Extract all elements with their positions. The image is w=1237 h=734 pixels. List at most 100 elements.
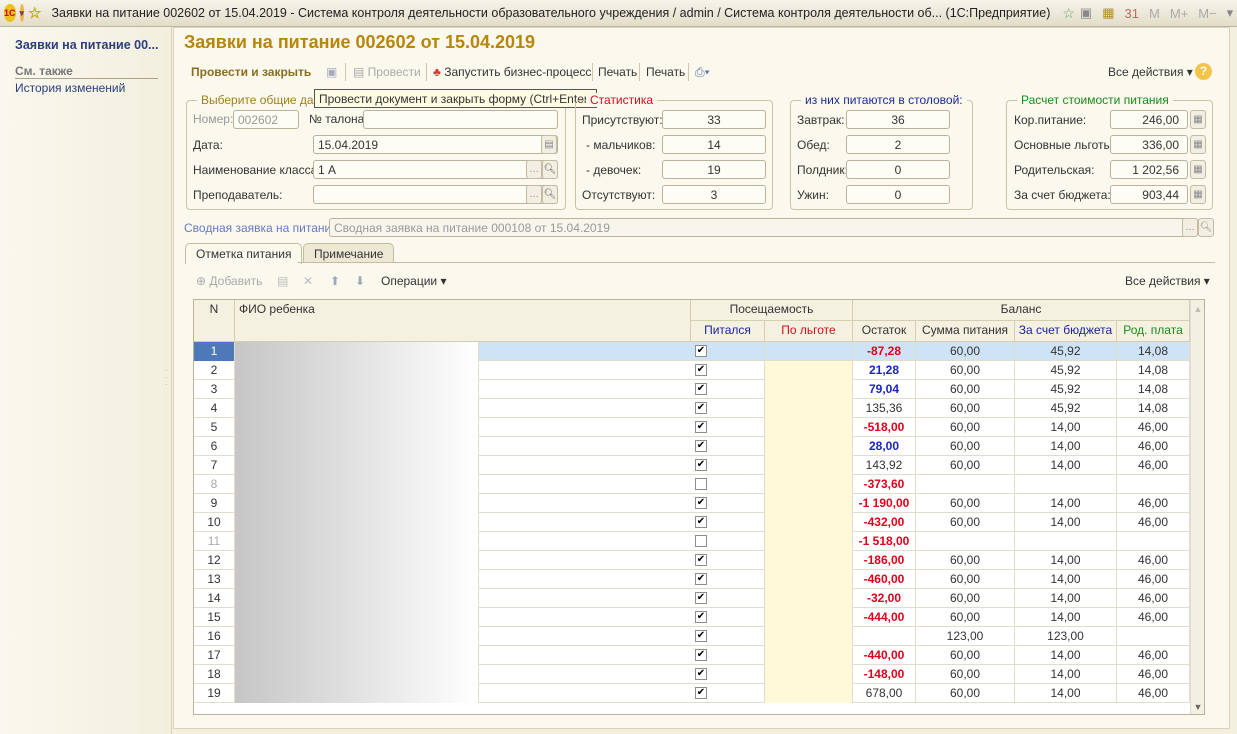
- ate-checkbox[interactable]: ✔: [695, 611, 707, 623]
- ate-checkbox-cell[interactable]: ✔: [691, 627, 765, 646]
- ate-checkbox[interactable]: ✔: [695, 459, 707, 471]
- ate-checkbox-cell[interactable]: ✔: [691, 684, 765, 703]
- chevron-down-icon[interactable]: ▾: [1226, 5, 1234, 20]
- move-down-icon[interactable]: ⬇: [355, 274, 366, 288]
- calculator-icon[interactable]: ▦: [1190, 135, 1206, 154]
- tab-notes[interactable]: Примечание: [303, 243, 395, 263]
- ate-checkbox-cell[interactable]: ✔: [691, 646, 765, 665]
- ate-checkbox-cell[interactable]: ✔: [691, 342, 765, 361]
- calculator-icon[interactable]: ▦: [1190, 110, 1206, 129]
- ate-checkbox-cell[interactable]: ✔: [691, 399, 765, 418]
- ate-checkbox-cell[interactable]: ✔: [691, 513, 765, 532]
- calendar-icon[interactable]: ▤: [541, 135, 557, 154]
- memory-m-button[interactable]: M: [1148, 5, 1160, 21]
- ticket-input[interactable]: [363, 110, 558, 129]
- ate-checkbox[interactable]: [695, 478, 707, 490]
- post-and-close-button[interactable]: Провести и закрыть: [191, 65, 312, 79]
- col-header-fio[interactable]: ФИО ребенка: [235, 300, 691, 342]
- ate-checkbox[interactable]: ✔: [695, 554, 707, 566]
- search-icon[interactable]: 🔍︎: [542, 185, 558, 204]
- ate-checkbox[interactable]: ✔: [695, 668, 707, 680]
- delete-icon[interactable]: ✕: [303, 274, 314, 288]
- favorite-star-icon[interactable]: ☆: [28, 5, 42, 22]
- table-row[interactable]: 1 ✔ -87,28 60,00 45,92 14,08: [194, 342, 1190, 361]
- ate-checkbox[interactable]: ✔: [695, 573, 707, 585]
- class-input[interactable]: 1 А: [313, 160, 558, 179]
- ate-checkbox[interactable]: ✔: [695, 687, 707, 699]
- table-row[interactable]: 14 ✔ -32,00 60,00 14,00 46,00: [194, 589, 1190, 608]
- lunch-field[interactable]: 2: [846, 135, 950, 154]
- table-row[interactable]: 16 ✔ 123,00 123,00: [194, 627, 1190, 646]
- bookmark-icon[interactable]: ▣: [1079, 5, 1093, 20]
- col-header-n[interactable]: N: [194, 300, 235, 342]
- col-header-parent[interactable]: Род. плата: [1117, 321, 1190, 342]
- col-header-ate[interactable]: Питался: [691, 321, 765, 342]
- vertical-scrollbar[interactable]: ▲ ▼: [1190, 300, 1204, 714]
- calculator-icon[interactable]: ▦: [1102, 5, 1115, 20]
- table-row[interactable]: 17 ✔ -440,00 60,00 14,00 46,00: [194, 646, 1190, 665]
- snack-field[interactable]: 0: [846, 160, 950, 179]
- ate-checkbox[interactable]: ✔: [695, 497, 707, 509]
- col-header-rest[interactable]: Остаток: [853, 321, 916, 342]
- boys-field[interactable]: 14: [662, 135, 766, 154]
- move-up-icon[interactable]: ⬆: [330, 274, 341, 288]
- ate-checkbox[interactable]: ✔: [695, 402, 707, 414]
- table-all-actions-button[interactable]: Все действия ▾: [1125, 274, 1210, 288]
- history-link[interactable]: История изменений: [15, 81, 126, 95]
- ate-checkbox-cell[interactable]: [691, 475, 765, 494]
- table-row[interactable]: 10 ✔ -432,00 60,00 14,00 46,00: [194, 513, 1190, 532]
- ate-checkbox-cell[interactable]: ✔: [691, 665, 765, 684]
- operations-menu[interactable]: Операции ▾: [381, 274, 447, 288]
- calculator-icon[interactable]: ▦: [1190, 185, 1206, 204]
- ate-checkbox-cell[interactable]: [691, 532, 765, 551]
- table-row[interactable]: 19 ✔ 678,00 60,00 14,00 46,00: [194, 684, 1190, 703]
- table-row[interactable]: 5 ✔ -518,00 60,00 14,00 46,00: [194, 418, 1190, 437]
- ate-checkbox[interactable]: ✔: [695, 345, 707, 357]
- col-header-budget[interactable]: За счет бюджета: [1015, 321, 1117, 342]
- ate-checkbox[interactable]: [695, 535, 707, 547]
- ate-checkbox[interactable]: ✔: [695, 630, 707, 642]
- absent-field[interactable]: 3: [662, 185, 766, 204]
- all-actions-button[interactable]: Все действия ▾: [1108, 65, 1193, 79]
- scroll-up-icon[interactable]: ▲: [1193, 304, 1203, 314]
- scroll-down-icon[interactable]: ▼: [1193, 702, 1203, 712]
- ate-checkbox[interactable]: ✔: [695, 364, 707, 376]
- add-row-button[interactable]: ⊕ Добавить: [196, 274, 263, 288]
- save-icon[interactable]: ▣: [326, 65, 338, 79]
- ate-checkbox-cell[interactable]: ✔: [691, 589, 765, 608]
- table-row[interactable]: 3 ✔ 79,04 60,00 45,92 14,08: [194, 380, 1190, 399]
- ate-checkbox-cell[interactable]: ✔: [691, 608, 765, 627]
- ate-checkbox-cell[interactable]: ✔: [691, 570, 765, 589]
- ate-checkbox[interactable]: ✔: [695, 421, 707, 433]
- ate-checkbox[interactable]: ✔: [695, 649, 707, 661]
- kor-field[interactable]: 246,00: [1110, 110, 1188, 129]
- splitter-handle[interactable]: · · ·: [165, 366, 168, 389]
- memory-minus-button[interactable]: M−: [1198, 5, 1217, 21]
- print-button-2[interactable]: Печать: [646, 65, 686, 79]
- table-row[interactable]: 15 ✔ -444,00 60,00 14,00 46,00: [194, 608, 1190, 627]
- select-ellipsis-button[interactable]: …: [526, 160, 542, 179]
- ate-checkbox-cell[interactable]: ✔: [691, 456, 765, 475]
- table-row[interactable]: 12 ✔ -186,00 60,00 14,00 46,00: [194, 551, 1190, 570]
- search-icon[interactable]: 🔍︎: [1198, 218, 1214, 237]
- dinner-field[interactable]: 0: [846, 185, 950, 204]
- budget-field[interactable]: 903,44: [1110, 185, 1188, 204]
- ate-checkbox-cell[interactable]: ✔: [691, 494, 765, 513]
- ate-checkbox-cell[interactable]: ✔: [691, 551, 765, 570]
- ate-checkbox-cell[interactable]: ✔: [691, 361, 765, 380]
- number-field[interactable]: 002602: [233, 110, 299, 129]
- ate-checkbox[interactable]: ✔: [695, 383, 707, 395]
- table-row[interactable]: 8 -373,60: [194, 475, 1190, 494]
- parent-field[interactable]: 1 202,56: [1110, 160, 1188, 179]
- ate-checkbox-cell[interactable]: ✔: [691, 437, 765, 456]
- help-icon[interactable]: ?: [1195, 63, 1212, 80]
- search-icon[interactable]: 🔍︎: [542, 160, 558, 179]
- start-business-process-button[interactable]: ♣ Запустить бизнес-процесс: [433, 65, 591, 79]
- summary-field[interactable]: Сводная заявка на питание 000108 от 15.0…: [329, 218, 1198, 237]
- copy-icon[interactable]: ▤: [277, 274, 289, 288]
- ate-checkbox[interactable]: ✔: [695, 440, 707, 452]
- select-ellipsis-button[interactable]: …: [1182, 218, 1198, 237]
- print-button[interactable]: Печать: [598, 65, 638, 79]
- col-header-benefit[interactable]: По льготе: [765, 321, 853, 342]
- ate-checkbox-cell[interactable]: ✔: [691, 380, 765, 399]
